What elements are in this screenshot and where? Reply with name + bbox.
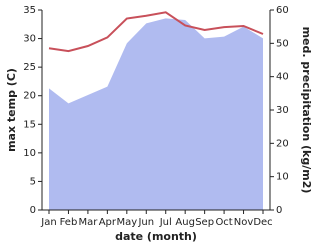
x-tick-label: Jun bbox=[137, 217, 154, 228]
y-tick-label: 20 bbox=[23, 91, 36, 102]
y-tick-label: 30 bbox=[23, 34, 36, 45]
y2-tick-label: 0 bbox=[276, 205, 282, 216]
area bbox=[49, 18, 263, 211]
y2-tick-label: 40 bbox=[276, 72, 289, 83]
y-tick-label: 35 bbox=[23, 5, 36, 16]
x-tick-label: Apr bbox=[99, 217, 117, 228]
x-axis-label: date (month) bbox=[115, 230, 197, 243]
x-tick-label: Aug bbox=[175, 217, 195, 228]
y-axis-label: max temp (C) bbox=[5, 68, 18, 152]
x-tick-label: Nov bbox=[234, 217, 254, 228]
line bbox=[48, 11, 264, 53]
x-tick-label: Dec bbox=[253, 217, 272, 228]
x-tick-label: Sep bbox=[195, 217, 214, 228]
y2-tick-label: 60 bbox=[276, 5, 289, 16]
x-tick-label: Mar bbox=[78, 217, 98, 228]
y-tick-label: 5 bbox=[30, 176, 36, 187]
y2-tick-label: 20 bbox=[276, 138, 289, 149]
y-tick-label: 0 bbox=[30, 205, 36, 216]
x-tick-label: May bbox=[116, 217, 137, 228]
y2-tick-label: 30 bbox=[276, 105, 289, 116]
x-tick-label: Oct bbox=[215, 217, 232, 228]
x-tick-label: Jan bbox=[40, 217, 56, 228]
x-tick-label: Feb bbox=[60, 217, 78, 228]
y2-axis-label: med. precipitation (kg/m2) bbox=[300, 27, 313, 194]
y2-tick-label: 10 bbox=[276, 172, 289, 183]
y2-tick-label: 50 bbox=[276, 38, 289, 49]
y-tick-label: 25 bbox=[23, 62, 36, 73]
y-tick-label: 10 bbox=[23, 148, 36, 159]
x-tick-label: Jul bbox=[159, 217, 172, 228]
y-tick-label: 15 bbox=[23, 119, 36, 130]
